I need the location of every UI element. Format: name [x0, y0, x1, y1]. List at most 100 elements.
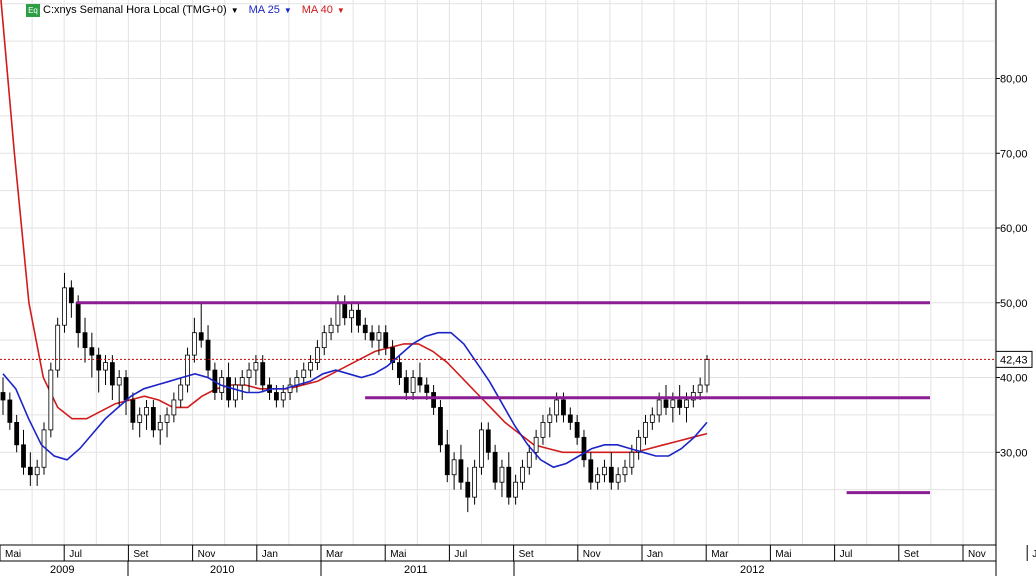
candle — [608, 452, 614, 490]
candle — [581, 429, 587, 468]
symbol-label[interactable]: C:xnys Semanal Hora Local (TMG+0) — [43, 4, 227, 16]
equity-badge-icon: Eq — [26, 3, 40, 17]
candle-body — [48, 369, 54, 431]
x-month-label: Jul — [69, 549, 82, 560]
candle-body — [390, 347, 395, 363]
candle-body — [62, 287, 67, 326]
candle — [485, 422, 491, 460]
candle — [130, 392, 136, 430]
candle-body — [472, 466, 478, 498]
candle — [315, 340, 320, 371]
candle-body — [513, 481, 519, 498]
candle — [144, 399, 149, 430]
candle-body — [369, 332, 375, 341]
candle-body — [403, 377, 409, 393]
candle-body — [697, 384, 703, 393]
x-month-label: Set — [133, 549, 148, 560]
candle-body — [533, 436, 539, 453]
candle — [492, 444, 498, 490]
candle — [301, 362, 307, 386]
candle-body — [27, 466, 33, 476]
candle-body — [109, 362, 115, 386]
candle — [649, 407, 655, 430]
candle-body — [588, 459, 594, 483]
x-axis: Mai Jul Set Nov Jan Mar Mai Jul Set Nov Jan Mar Mai J… — [0, 545, 1036, 576]
candle — [123, 370, 129, 415]
x-month-label: Jan — [647, 549, 663, 560]
candle — [397, 355, 402, 386]
candle-body — [636, 436, 642, 453]
candle-body — [431, 392, 437, 408]
y-tick-label: 50,00 — [1000, 298, 1028, 310]
candle-body — [321, 332, 327, 349]
candle-body — [677, 399, 683, 408]
x-month-label: Set — [904, 549, 919, 560]
candle-body — [424, 384, 430, 393]
ma25-dropdown-icon[interactable]: ▼ — [283, 5, 292, 15]
candle-body — [444, 444, 450, 476]
candle-body — [547, 414, 553, 423]
candle-body — [670, 399, 676, 408]
candle — [150, 399, 156, 438]
x-month-label: Mai — [390, 549, 406, 560]
candle-body — [465, 481, 471, 498]
candle-body — [438, 407, 443, 446]
x-month-label: Mar — [711, 549, 729, 560]
candle — [82, 317, 88, 363]
candle-body — [287, 384, 293, 393]
candle-body — [615, 474, 621, 483]
candle-body — [116, 377, 122, 386]
candle-body — [205, 339, 211, 371]
candle-body — [684, 399, 689, 408]
candle-body — [178, 384, 184, 401]
ma25-label[interactable]: MA 25 — [248, 4, 280, 16]
candle — [103, 355, 108, 386]
candle-body — [328, 324, 334, 334]
candle-body — [622, 466, 628, 476]
candle-body — [103, 362, 108, 371]
x-month-label: Nov — [198, 549, 216, 560]
candle-body — [68, 287, 74, 304]
candle-body — [704, 359, 710, 386]
candle-body — [239, 377, 245, 386]
candle — [602, 459, 607, 483]
candle — [513, 474, 519, 505]
candle-body — [499, 466, 505, 483]
y-tick-label: 60,00 — [1000, 223, 1028, 235]
ma40-label[interactable]: MA 40 — [301, 4, 333, 16]
candle — [390, 340, 395, 371]
x-month-label: Mai — [775, 549, 791, 560]
symbol-dropdown-icon[interactable]: ▼ — [230, 5, 239, 15]
candle-body — [82, 332, 88, 349]
candle — [137, 407, 143, 438]
x-month-label: Jul — [454, 549, 467, 560]
candle-body — [157, 421, 163, 431]
candle-body — [308, 362, 313, 371]
candle-body — [567, 414, 573, 423]
candle-body — [458, 459, 464, 483]
candle — [157, 414, 163, 445]
x-year-label: 2009 — [50, 564, 74, 576]
x-month-label: Jan — [262, 549, 278, 560]
candle — [239, 370, 245, 400]
candle — [116, 370, 122, 408]
candle-body — [191, 332, 197, 356]
candle-body — [171, 399, 177, 416]
candle — [34, 459, 40, 486]
chart-legend: Eq C:xnys Semanal Hora Local (TMG+0) ▼ M… — [26, 3, 355, 17]
candle-body — [649, 414, 655, 423]
ma40-dropdown-icon[interactable]: ▼ — [336, 5, 345, 15]
candle — [595, 467, 601, 490]
candle — [294, 370, 300, 393]
candle-body — [260, 362, 266, 386]
candle — [362, 317, 368, 341]
x-month-label: Mar — [326, 549, 344, 560]
candle — [444, 429, 450, 483]
candle — [636, 429, 642, 460]
candle — [506, 452, 512, 505]
candle-body — [253, 362, 259, 371]
candle-body — [663, 399, 669, 408]
candle-body — [554, 399, 560, 416]
candle — [89, 332, 95, 378]
candle-body — [315, 347, 320, 363]
